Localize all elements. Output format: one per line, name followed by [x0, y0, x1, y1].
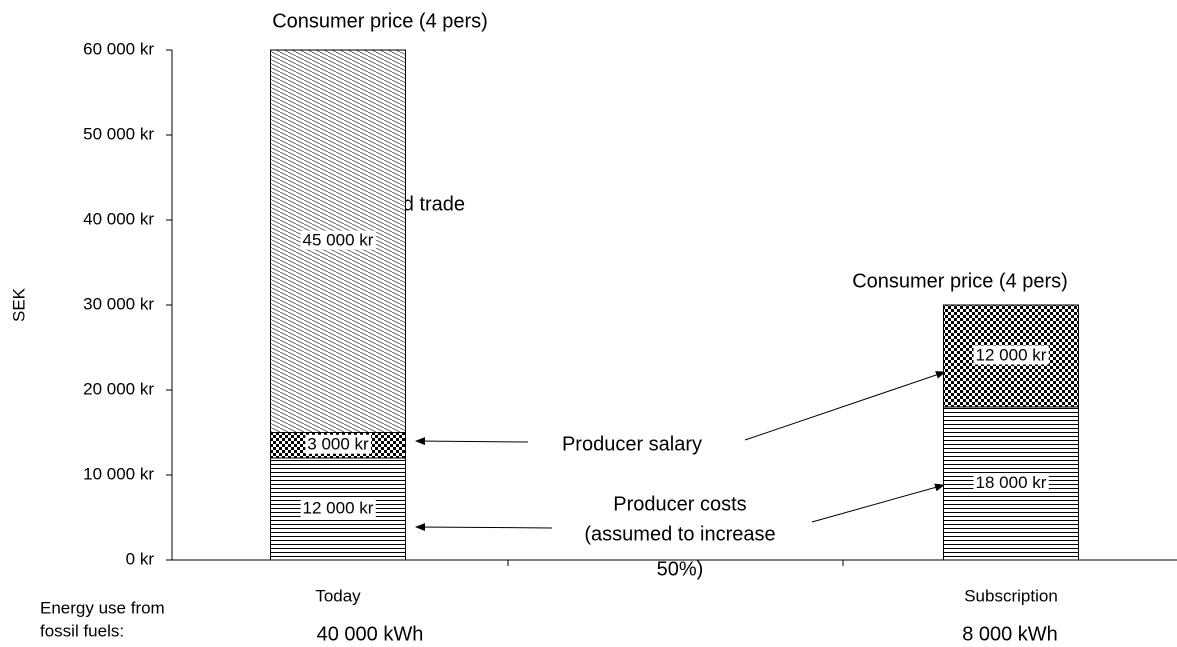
energy-label: Energy use from [40, 598, 165, 617]
annotation: Consumer price (4 pers) [852, 270, 1068, 292]
annotation: (assumed to increase [584, 523, 775, 545]
energy-label: fossil fuels: [40, 621, 124, 640]
annotation: Consumer price (4 pers) [272, 10, 488, 32]
y-tick-label: 60 000 kr [83, 39, 154, 58]
annotation: Producer costs [613, 493, 746, 515]
arrow [744, 371, 946, 441]
value-label: 18 000 kr [976, 473, 1047, 492]
value-label: 45 000 kr [303, 231, 374, 250]
y-tick-label: 10 000 kr [83, 464, 154, 483]
value-label: 12 000 kr [303, 498, 374, 517]
arrow [415, 523, 553, 532]
energy-value: 40 000 kWh [317, 623, 424, 645]
annotation: Producer salary [562, 433, 702, 455]
y-axis-label: SEK [9, 287, 28, 322]
arrow [811, 483, 945, 523]
arrow [415, 437, 529, 446]
y-tick-label: 50 000 kr [83, 124, 154, 143]
value-label: 3 000 kr [307, 435, 369, 454]
value-label-bg [300, 498, 376, 518]
y-tick-label: 30 000 kr [83, 294, 154, 313]
energy-value: 8 000 kWh [962, 623, 1058, 645]
annotation: 50%) [657, 558, 704, 580]
value-label-bg [973, 345, 1049, 365]
value-label-bg [300, 230, 376, 250]
x-tick-label: Subscription [964, 586, 1058, 605]
y-tick-label: 40 000 kr [83, 209, 154, 228]
value-label-bg [973, 472, 1049, 492]
y-tick-label: 0 kr [126, 549, 155, 568]
value-label: 12 000 kr [976, 345, 1047, 364]
y-tick-label: 20 000 kr [83, 379, 154, 398]
value-label-bg [305, 434, 372, 454]
x-tick-label: Today [315, 586, 361, 605]
